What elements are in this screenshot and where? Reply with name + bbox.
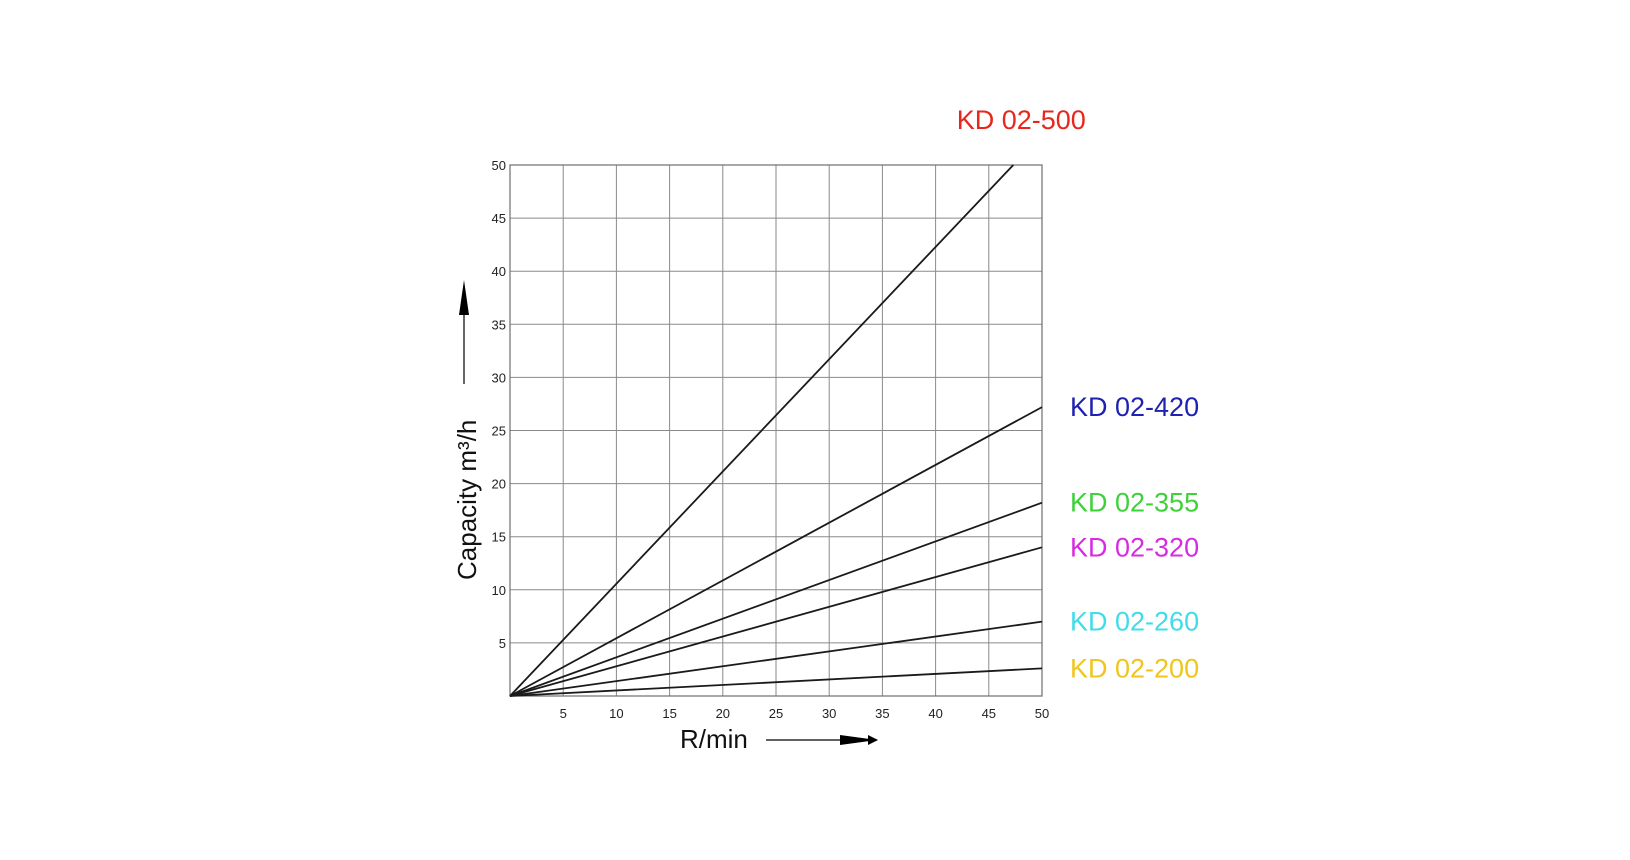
x-tick-label: 30 [822,706,836,721]
x-axis-arrowhead [840,735,877,745]
series-lines [509,164,1043,697]
plot-frame [509,164,1043,697]
series-line [509,546,1043,697]
y-tick-label: 40 [492,264,506,279]
y-tick-label: 5 [499,636,506,651]
y-tick-label: 15 [492,530,506,545]
x-tick-label: 45 [982,706,996,721]
x-tick-label: 35 [875,706,889,721]
x-axis-ticks: 5 10 15 20 25 30 35 40 45 50 [560,706,1050,721]
y-tick-label: 20 [492,477,506,492]
x-tick-label: 10 [609,706,623,721]
series-labels: KD 02-500 KD 02-420 KD 02-355 KD 02-320 KD 0… [957,105,1199,683]
y-axis-ticks: 5 10 15 20 25 30 35 40 45 50 [492,158,506,651]
series-label: KD 02-320 [1070,532,1199,562]
y-tick-label: 35 [492,317,506,332]
series-line [509,620,1043,697]
x-tick-label: 15 [662,706,676,721]
series-line [509,501,1043,697]
series-line [509,164,1014,697]
grid [509,164,1043,697]
x-axis-label: R/min [680,724,748,754]
y-tick-label: 10 [492,583,506,598]
series-line [509,667,1043,697]
y-axis-label: Capacity m³/h [452,420,482,580]
x-tick-label: 50 [1035,706,1049,721]
x-tick-label: 20 [716,706,730,721]
y-tick-label: 30 [492,370,506,385]
y-tick-label: 25 [492,424,506,439]
x-tick-label: 40 [928,706,942,721]
series-label: KD 02-355 [1070,488,1199,518]
series-label: KD 02-200 [1070,653,1199,683]
series-label: KD 02-420 [1070,392,1199,422]
series-label: KD 02-500 [957,105,1086,135]
x-tick-label: 5 [560,706,567,721]
y-axis-arrowhead [459,280,469,315]
series-label: KD 02-260 [1070,607,1199,637]
series-line [509,406,1043,697]
y-tick-label: 50 [492,158,506,173]
y-tick-label: 45 [492,211,506,226]
x-tick-label: 25 [769,706,783,721]
